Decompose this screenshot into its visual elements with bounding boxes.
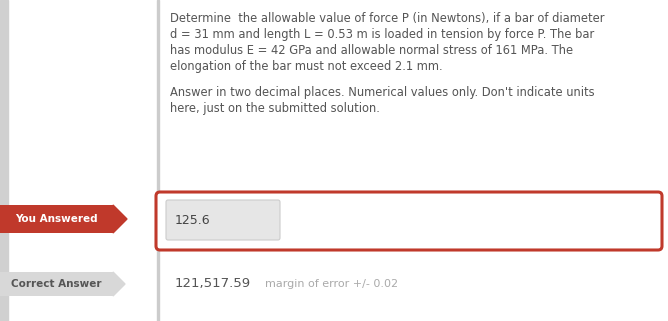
Bar xyxy=(157,0,158,321)
Text: margin of error +/- 0.02: margin of error +/- 0.02 xyxy=(265,279,398,289)
Text: elongation of the bar must not exceed 2.1 mm.: elongation of the bar must not exceed 2.… xyxy=(170,60,443,73)
Text: Determine  the allowable value of force P (in Newtons), if a bar of diameter: Determine the allowable value of force P… xyxy=(170,12,605,25)
Text: Correct Answer: Correct Answer xyxy=(11,279,102,289)
Bar xyxy=(0,272,113,296)
Polygon shape xyxy=(113,272,125,296)
Text: You Answered: You Answered xyxy=(15,214,98,224)
Text: d = 31 mm and length L = 0.53 m is loaded in tension by force P. The bar: d = 31 mm and length L = 0.53 m is loade… xyxy=(170,28,595,41)
Text: 125.6: 125.6 xyxy=(175,213,210,227)
Text: 121,517.59: 121,517.59 xyxy=(175,277,251,291)
FancyBboxPatch shape xyxy=(166,200,280,240)
FancyBboxPatch shape xyxy=(156,192,662,250)
Bar xyxy=(0,205,113,233)
Text: has modulus E = 42 GPa and allowable normal stress of 161 MPa. The: has modulus E = 42 GPa and allowable nor… xyxy=(170,44,573,57)
Bar xyxy=(0,0,8,321)
Polygon shape xyxy=(113,205,127,233)
Text: here, just on the submitted solution.: here, just on the submitted solution. xyxy=(170,102,380,115)
Text: Answer in two decimal places. Numerical values only. Don't indicate units: Answer in two decimal places. Numerical … xyxy=(170,86,595,99)
